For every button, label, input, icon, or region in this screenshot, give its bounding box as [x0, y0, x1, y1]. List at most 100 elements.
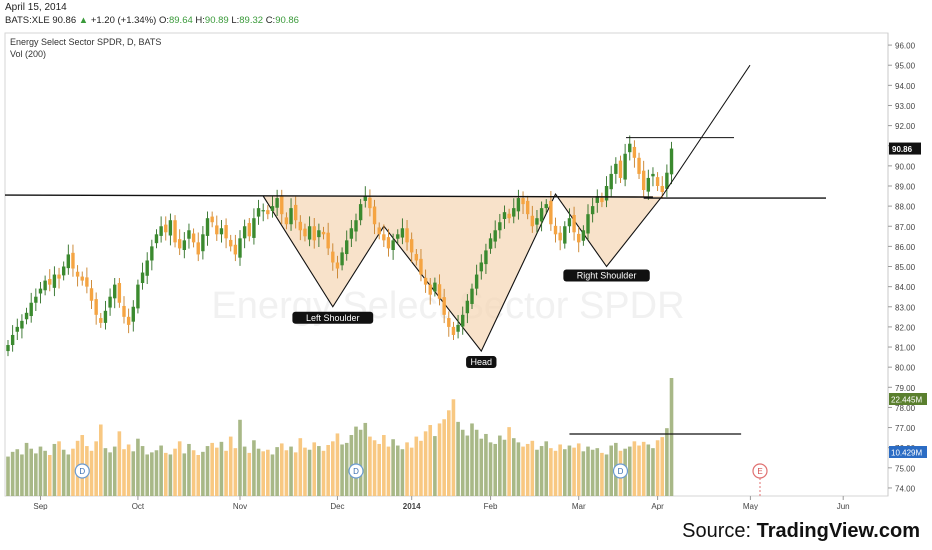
volume-bar: [29, 448, 33, 496]
volume-bar: [641, 441, 646, 496]
volume-bar: [317, 446, 321, 496]
y-tick-label: 87.00: [895, 223, 916, 232]
volume-bar: [233, 448, 238, 496]
y-tick-label: 77.00: [895, 424, 916, 433]
candle-body: [340, 252, 344, 266]
annotation-box: [292, 311, 374, 324]
candle-body: [29, 302, 33, 317]
candle-body: [669, 148, 674, 175]
volume-bar: [595, 448, 600, 496]
candle-body: [61, 266, 66, 276]
volume-badge: [889, 393, 927, 405]
annotation-label: Head: [471, 357, 493, 367]
candle-body: [122, 305, 126, 317]
candle-body: [368, 197, 372, 209]
volume-bar: [275, 447, 279, 496]
volume-bar: [581, 451, 586, 496]
volume-bar: [103, 448, 108, 496]
volume-bar: [456, 421, 460, 496]
candle-body: [400, 228, 405, 238]
candle-body: [474, 274, 479, 289]
annotation-box: [466, 356, 497, 369]
annotation-label: Left Shoulder: [306, 313, 360, 323]
candle-body: [275, 198, 279, 208]
volume-bar: [154, 450, 159, 496]
candle-body: [182, 240, 187, 251]
volume-bar: [377, 443, 381, 496]
candle-body: [372, 206, 377, 225]
candle-body: [465, 300, 470, 314]
candle-body: [595, 196, 599, 203]
price-chart[interactable]: Energy Select Sector SPDR74.0075.0076.00…: [0, 0, 932, 510]
volume-bar: [270, 454, 275, 496]
volume-bar: [66, 454, 71, 496]
volume-bar: [586, 446, 590, 496]
y-tick-label: 92.00: [895, 122, 916, 131]
event-marker: [348, 463, 364, 479]
candle-body: [331, 251, 335, 263]
y-tick-label: 84.00: [895, 283, 916, 292]
volume-bar: [136, 438, 140, 496]
candle-body: [80, 276, 84, 281]
candle-body: [57, 274, 61, 279]
low-label: L:: [231, 15, 240, 26]
volume-bar: [122, 449, 126, 496]
volume-bar: [558, 444, 562, 496]
candle-body: [131, 306, 135, 322]
candle-body: [43, 280, 47, 291]
candle-body: [252, 218, 256, 238]
volume-bar: [89, 450, 94, 496]
volume-bar: [238, 419, 242, 496]
y-tick-label: 82.00: [895, 323, 916, 332]
event-marker-label: D: [79, 467, 85, 476]
candle-body: [126, 316, 131, 325]
volume-badge-label: 10.429M: [891, 449, 922, 458]
candle-body: [641, 170, 646, 191]
candle-body: [354, 220, 358, 232]
candle-body: [270, 206, 275, 211]
candle-body: [521, 198, 525, 205]
candle-body: [201, 234, 205, 252]
candle-body: [577, 233, 581, 243]
volume-bar: [498, 435, 502, 496]
candle-body: [456, 324, 460, 332]
volume-bar: [391, 439, 395, 496]
y-tick-label: 81.00: [895, 344, 916, 353]
volume-bar: [572, 447, 576, 496]
volume-bar: [400, 449, 405, 496]
candle-body: [512, 208, 516, 217]
candle-body: [89, 288, 94, 301]
candle-body: [409, 239, 414, 253]
high-label: H:: [195, 15, 205, 26]
y-tick-label: 88.00: [895, 203, 916, 212]
candle-body: [433, 282, 437, 292]
volume-bar: [61, 449, 66, 496]
volume-bar: [525, 443, 530, 496]
candle-body: [419, 258, 423, 275]
volume-bar: [363, 422, 368, 496]
volume-bar: [428, 425, 433, 496]
candle-body: [34, 296, 38, 303]
volume-bar: [293, 452, 298, 496]
candle-body: [405, 228, 409, 243]
candle-body: [66, 254, 71, 269]
candle-body: [553, 225, 558, 235]
volume-bar: [256, 448, 261, 496]
volume-bar: [386, 446, 391, 496]
y-tick-label: 83.00: [895, 303, 916, 312]
volume-bar: [646, 444, 651, 496]
volume-bar: [604, 454, 609, 496]
volume-badge-label: 22.445M: [891, 396, 922, 405]
candle-body: [660, 185, 664, 193]
volume-bar: [335, 433, 340, 496]
y-tick-label: 78.00: [895, 404, 916, 413]
pattern-outline: [262, 192, 663, 353]
volume-bar: [210, 442, 214, 496]
candle-body: [349, 228, 354, 239]
candle-body: [145, 260, 149, 276]
source-brand: TradingView.com: [756, 520, 920, 542]
volume-bar: [637, 445, 641, 496]
volume-bar: [57, 441, 61, 496]
volume-bar: [344, 442, 349, 496]
candle-body: [498, 222, 502, 231]
